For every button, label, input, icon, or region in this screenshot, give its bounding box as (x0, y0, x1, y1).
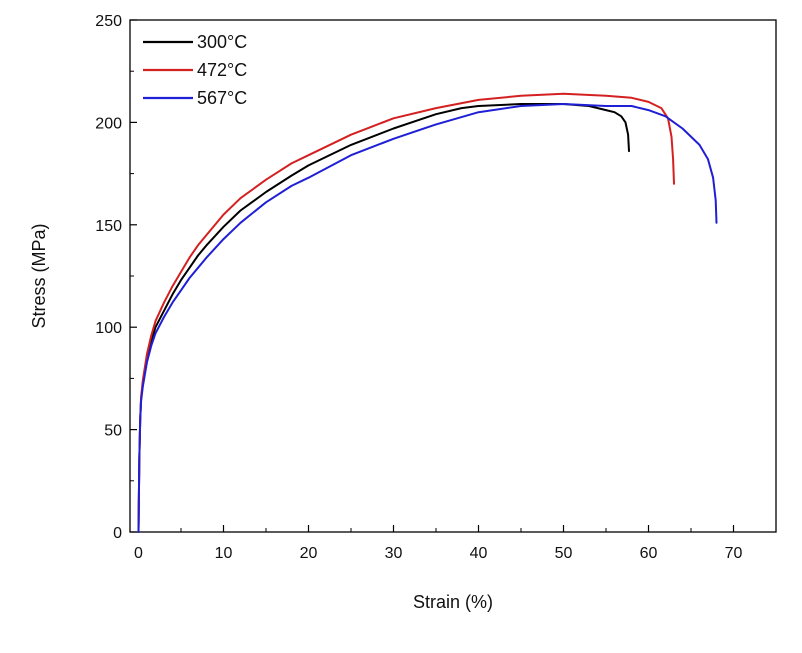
legend-label: 472°C (197, 60, 247, 80)
series-line (137, 103, 630, 533)
y-tick-label: 100 (95, 320, 122, 337)
x-tick-label: 50 (555, 545, 573, 562)
x-tick-label: 40 (470, 545, 488, 562)
series-line (137, 103, 718, 533)
x-tick-label: 20 (300, 545, 318, 562)
y-tick-label: 150 (95, 218, 122, 235)
series-line (137, 92, 675, 533)
y-tick-label: 50 (104, 423, 122, 440)
y-axis-ticks: 0 50 100 150 200 250 (95, 13, 137, 542)
legend-label: 300°C (197, 32, 247, 52)
x-tick-label: 0 (134, 545, 143, 562)
x-axis-title: Strain (%) (413, 592, 493, 612)
y-axis-title: Stress (MPa) (29, 223, 49, 328)
y-tick-label: 200 (95, 115, 122, 132)
x-tick-label: 30 (385, 545, 403, 562)
y-tick-label: 250 (95, 13, 122, 30)
x-tick-label: 60 (640, 545, 658, 562)
series-layer (137, 92, 718, 533)
x-tick-label: 10 (215, 545, 233, 562)
x-tick-label: 70 (725, 545, 743, 562)
legend: 300°C 472°C 567°C (143, 32, 247, 108)
x-axis-ticks: 0 10 20 30 40 50 60 70 (134, 525, 743, 562)
legend-label: 567°C (197, 88, 247, 108)
y-tick-label: 0 (113, 525, 122, 542)
